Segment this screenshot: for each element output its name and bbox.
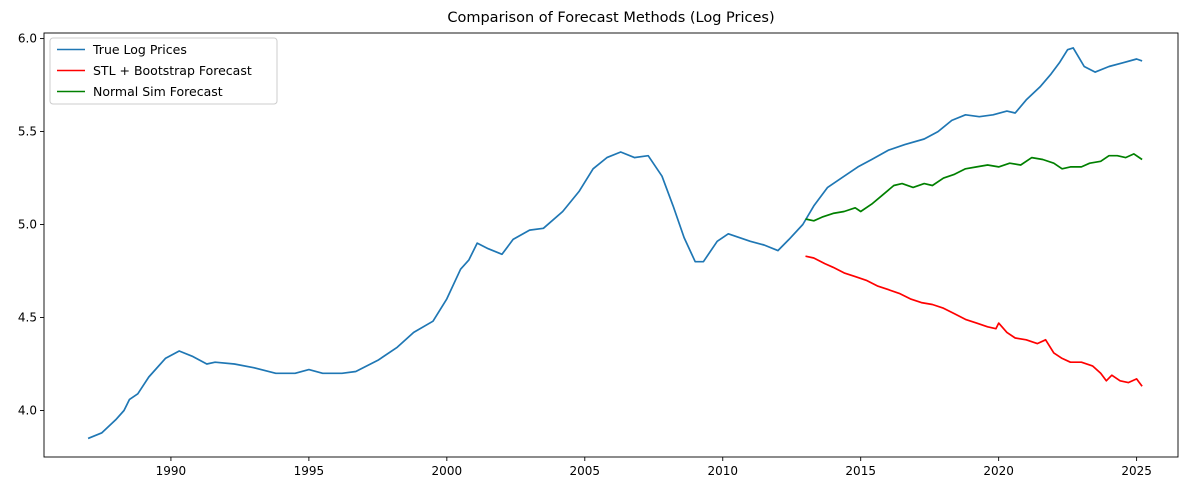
series-line-stl-bootstrap-forecast <box>805 255 1143 387</box>
y-tick-label: 6.0 <box>18 32 37 46</box>
legend-label-stl-bootstrap-forecast: STL + Bootstrap Forecast <box>93 63 252 78</box>
y-axis: 4.0 4.5 5.0 5.5 6.0 <box>18 32 44 418</box>
x-tick-label: 2010 <box>707 464 738 478</box>
y-tick-label: 4.0 <box>18 404 37 418</box>
y-tick-label: 5.5 <box>18 125 37 139</box>
x-tick-label: 2005 <box>570 464 601 478</box>
y-tick-label: 5.0 <box>18 218 37 232</box>
y-tick-label: 4.5 <box>18 311 37 325</box>
chart-title: Comparison of Forecast Methods (Log Pric… <box>447 10 774 26</box>
legend-label-normal-sim-forecast: Normal Sim Forecast <box>93 84 223 99</box>
x-tick-label: 2020 <box>983 464 1014 478</box>
series-line-normal-sim-forecast <box>805 153 1143 222</box>
x-tick-label: 2025 <box>1121 464 1152 478</box>
x-tick-label: 2015 <box>845 464 876 478</box>
plot-lines <box>87 47 1143 440</box>
series-line-true-log-prices <box>87 47 1143 440</box>
x-tick-label: 2000 <box>432 464 463 478</box>
legend: True Log Prices STL + Bootstrap Forecast… <box>49 37 278 105</box>
plot-frame <box>43 32 1179 458</box>
x-tick-label: 1995 <box>294 464 325 478</box>
x-tick-label: 1990 <box>156 464 187 478</box>
legend-box <box>49 37 278 105</box>
x-axis: 1990 1995 2000 2005 2010 2015 2020 2025 <box>156 457 1152 478</box>
legend-label-true-log-prices: True Log Prices <box>92 42 187 57</box>
